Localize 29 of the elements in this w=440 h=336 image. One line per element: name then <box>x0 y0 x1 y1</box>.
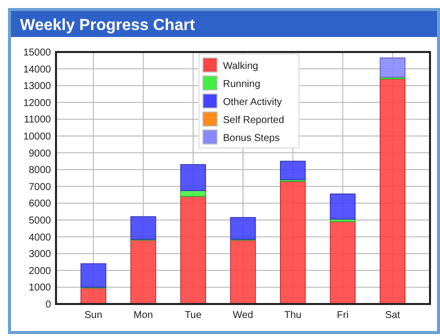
legend-label: Bonus Steps <box>223 133 280 144</box>
y-tick-label: 14000 <box>23 64 52 76</box>
legend-label: Walking <box>223 61 258 72</box>
y-tick-label: 10000 <box>23 132 52 142</box>
x-tick-label: Fri <box>336 310 349 321</box>
legend-label: Self Reported <box>223 115 284 126</box>
x-tick-label: Mon <box>134 310 153 321</box>
y-tick-label: 15000 <box>23 48 52 58</box>
x-tick-label: Sun <box>84 310 102 321</box>
y-tick-label: 7000 <box>28 182 52 193</box>
y-tick-label: 8000 <box>28 165 52 176</box>
chart-title: Weekly Progress Chart <box>20 17 196 34</box>
y-tick-label: 6000 <box>28 198 52 210</box>
x-tick-label: Tue <box>184 310 202 321</box>
y-tick-label: 13000 <box>23 81 52 92</box>
y-tick-label: 11000 <box>24 114 52 126</box>
legend-label: Other Activity <box>223 97 282 108</box>
x-tick-label: Sat <box>385 310 400 321</box>
legend-label: Running <box>223 79 260 90</box>
y-tick-label: 9000 <box>28 148 52 160</box>
y-tick-label: 1000 <box>28 282 52 294</box>
y-tick-label: 5000 <box>28 216 52 226</box>
x-tick-label: Thu <box>284 310 302 321</box>
y-tick-label: 2000 <box>28 266 52 277</box>
y-tick-label: 3000 <box>28 249 52 260</box>
y-tick-label: 0 <box>45 300 52 310</box>
y-tick-label: 12000 <box>23 98 52 109</box>
y-tick-label: 4000 <box>28 232 52 244</box>
x-tick-label: Wed <box>232 310 254 321</box>
